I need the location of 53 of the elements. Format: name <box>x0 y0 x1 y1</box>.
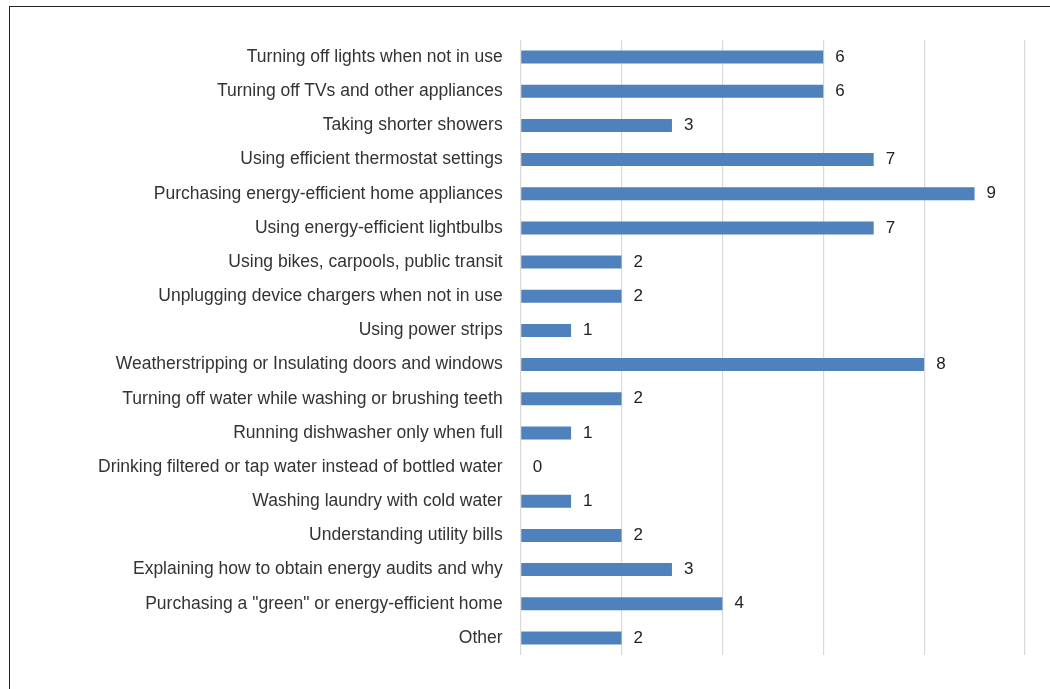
bar <box>521 84 824 98</box>
data-label: 1 <box>583 422 593 442</box>
y-tick-label: Understanding utility bills <box>309 524 503 545</box>
data-label: 1 <box>583 320 593 340</box>
data-label: 1 <box>583 490 593 510</box>
bar <box>521 426 572 440</box>
y-tick-label: Weatherstripping or Insulating doors and windows <box>115 353 503 374</box>
y-tick-label: Using efficient thermostat settings <box>240 148 503 169</box>
data-label: 7 <box>885 149 896 169</box>
y-tick-label: Using bikes, carpools, public transit <box>228 250 503 271</box>
bar <box>521 255 622 269</box>
bar <box>521 631 622 645</box>
data-label: 3 <box>683 115 694 135</box>
data-label: 9 <box>986 183 997 203</box>
y-tick-label: Other <box>458 626 503 647</box>
data-label: 6 <box>835 46 845 66</box>
y-tick-label: Taking shorter showers <box>322 114 503 135</box>
y-tick-label: Turning off water while washing or brushing teeth <box>122 387 503 408</box>
y-tick-label: Purchasing a "green" or energy-efficient home <box>145 592 503 613</box>
y-tick-label: Drinking filtered or tap water instead of bottled water <box>98 455 503 476</box>
y-tick-label: Using energy-efficient lightbulbs <box>254 216 503 237</box>
bar <box>521 563 672 577</box>
data-label: 2 <box>633 525 643 545</box>
y-tick-label: Using power strips <box>358 319 503 340</box>
bar <box>521 358 925 372</box>
y-tick-label: Turning off lights when not in use <box>246 45 503 66</box>
data-label: 4 <box>734 593 744 613</box>
data-label: 2 <box>633 627 643 647</box>
y-tick-label: Unplugging device chargers when not in use <box>158 285 503 306</box>
bar <box>521 50 824 64</box>
bar <box>521 187 975 201</box>
y-tick-label: Turning off TVs and other appliances <box>216 80 503 101</box>
data-label: 8 <box>936 354 946 374</box>
bar <box>521 153 874 167</box>
data-label: 2 <box>633 251 643 271</box>
bar <box>521 118 672 132</box>
data-label: 0 <box>532 456 543 476</box>
data-label: 6 <box>835 80 845 100</box>
y-tick-label: Washing laundry with cold water <box>252 490 503 511</box>
bar <box>521 323 572 337</box>
data-label: 7 <box>885 217 896 237</box>
bar <box>521 597 723 611</box>
bar <box>521 528 622 542</box>
bar <box>521 289 622 303</box>
y-tick-label: Explaining how to obtain energy audits and why <box>132 558 503 579</box>
y-tick-label: Purchasing energy-efficient home appliances <box>153 182 503 203</box>
bar <box>521 392 622 406</box>
data-label: 3 <box>683 559 694 579</box>
data-label: 2 <box>633 285 643 305</box>
y-tick-label: Running dishwasher only when full <box>233 421 503 442</box>
bar <box>521 494 572 508</box>
bar <box>521 221 874 235</box>
data-label: 2 <box>633 388 643 408</box>
